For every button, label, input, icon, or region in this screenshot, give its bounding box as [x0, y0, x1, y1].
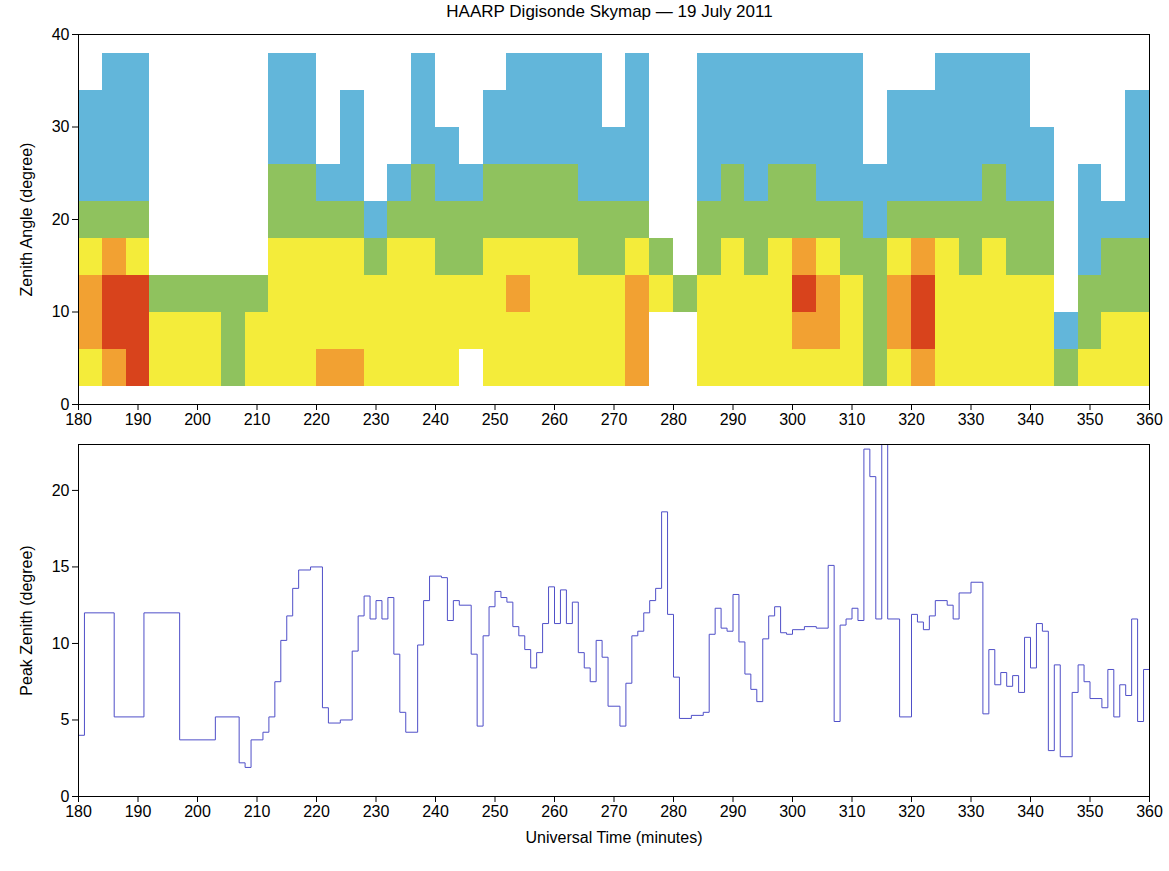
svg-text:330: 330: [958, 803, 985, 820]
svg-text:180: 180: [65, 803, 92, 820]
svg-text:320: 320: [898, 411, 925, 428]
svg-text:270: 270: [601, 803, 628, 820]
svg-text:10: 10: [52, 635, 70, 652]
svg-text:20: 20: [52, 211, 70, 228]
svg-text:270: 270: [601, 411, 628, 428]
svg-text:360: 360: [1136, 411, 1163, 428]
svg-text:230: 230: [363, 803, 390, 820]
svg-text:0: 0: [60, 395, 70, 413]
svg-text:250: 250: [482, 803, 509, 820]
svg-text:190: 190: [125, 411, 152, 428]
svg-text:310: 310: [839, 803, 866, 820]
svg-text:Universal Time (minutes): Universal Time (minutes): [526, 829, 703, 846]
svg-text:20: 20: [52, 482, 70, 499]
svg-text:15: 15: [52, 558, 70, 575]
svg-text:200: 200: [184, 803, 211, 820]
svg-text:350: 350: [1077, 411, 1104, 428]
svg-text:260: 260: [541, 803, 568, 820]
svg-text:220: 220: [303, 411, 330, 428]
svg-text:210: 210: [244, 803, 271, 820]
svg-text:280: 280: [660, 411, 687, 428]
svg-text:280: 280: [660, 803, 687, 820]
svg-text:360: 360: [1136, 803, 1163, 820]
svg-text:240: 240: [422, 411, 449, 428]
svg-text:5: 5: [61, 711, 70, 728]
svg-text:290: 290: [720, 411, 747, 428]
svg-text:250: 250: [482, 411, 509, 428]
svg-text:240: 240: [422, 803, 449, 820]
svg-text:200: 200: [184, 411, 211, 428]
svg-text:10: 10: [52, 303, 70, 320]
svg-text:210: 210: [244, 411, 271, 428]
svg-text:180: 180: [65, 411, 92, 428]
svg-text:260: 260: [541, 411, 568, 428]
svg-text:320: 320: [898, 803, 925, 820]
svg-text:300: 300: [779, 803, 806, 820]
svg-text:Peak Zenith (degree): Peak Zenith (degree): [18, 545, 35, 695]
svg-text:330: 330: [958, 411, 985, 428]
svg-text:350: 350: [1077, 803, 1104, 820]
svg-text:220: 220: [303, 803, 330, 820]
svg-text:Zenith Angle (degree): Zenith Angle (degree): [18, 143, 35, 297]
svg-text:30: 30: [52, 118, 70, 135]
svg-text:40: 40: [52, 26, 70, 43]
svg-text:190: 190: [125, 803, 152, 820]
svg-text:0: 0: [60, 787, 70, 805]
svg-text:230: 230: [363, 411, 390, 428]
svg-text:340: 340: [1017, 411, 1044, 428]
svg-text:300: 300: [779, 411, 806, 428]
svg-text:290: 290: [720, 803, 747, 820]
svg-text:340: 340: [1017, 803, 1044, 820]
svg-text:310: 310: [839, 411, 866, 428]
html-text:HAARP Digisonde Skymap — 19 Ju: HAARP Digisonde Skymap — 19 July 2011: [446, 2, 773, 21]
